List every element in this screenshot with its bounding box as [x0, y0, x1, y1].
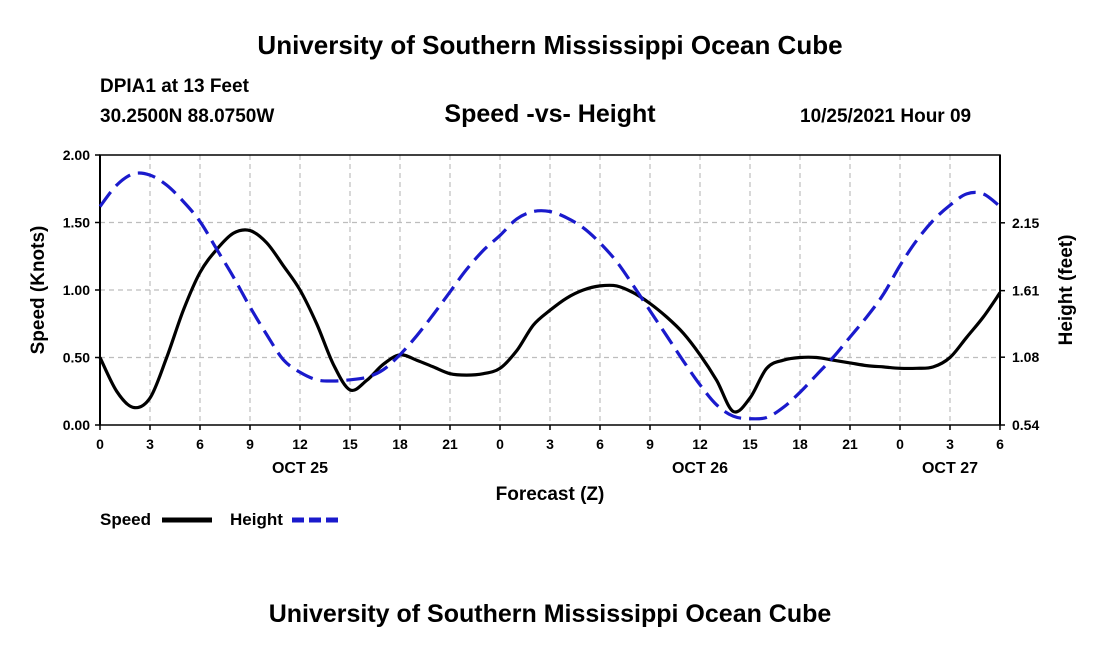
y-tick-label: 1.00	[63, 282, 90, 298]
plot-subtitle: Speed -vs- Height	[444, 100, 656, 128]
x-axis-label: Forecast (Z)	[496, 484, 605, 505]
x-tick-label: 18	[792, 436, 808, 452]
x-tick-label: 6	[596, 436, 604, 452]
y2-tick-label: 1.61	[1012, 283, 1039, 299]
x-tick-label: 6	[996, 436, 1004, 452]
timestamp-label: 10/25/2021 Hour 09	[800, 106, 972, 127]
y2-tick-label: 2.15	[1012, 215, 1039, 231]
speed-height-chart: 0 3 6 9 12 15 18 21 0 3 6 9 12 15 18 21 0 3 6 OCT 25 OCT 26 O…	[28, 147, 1077, 529]
x-tick-label: 12	[292, 436, 308, 452]
legend-height-label: Height	[230, 510, 283, 529]
series-group	[98, 171, 1002, 421]
chart-title: University of Southern Mississippi Ocean…	[257, 30, 843, 60]
x-tick-label: 0	[96, 436, 104, 452]
x-tick-label: 3	[946, 436, 954, 452]
y2-tick-label: 0.54	[1012, 417, 1039, 433]
x-tick-label: 15	[742, 436, 758, 452]
x-tick-label: 15	[342, 436, 358, 452]
x-tick-label: 12	[692, 436, 708, 452]
date-label: OCT 26	[672, 460, 728, 477]
x-tick-label: 0	[496, 436, 504, 452]
y-tick-label: 0.50	[63, 350, 90, 366]
y-tick-label: 2.00	[63, 147, 90, 163]
x-tick-label: 18	[392, 436, 408, 452]
x-tick-label: 9	[246, 436, 254, 452]
y-axis-label: Speed (Knots)	[28, 226, 49, 355]
x-tick-label: 0	[896, 436, 904, 452]
date-label: OCT 27	[922, 460, 978, 477]
x-tick-label: 3	[546, 436, 554, 452]
footer-title: University of Southern Mississippi Ocean…	[268, 600, 832, 628]
x-tick-label: 21	[842, 436, 858, 452]
y2-tick-label: 1.08	[1012, 349, 1039, 365]
x-tick-label: 9	[646, 436, 654, 452]
x-tick-label: 3	[146, 436, 154, 452]
legend-speed-label: Speed	[100, 510, 151, 529]
y-tick-label: 0.00	[63, 417, 90, 433]
station-label: DPIA1 at 13 Feet	[100, 76, 249, 97]
coordinates-label: 30.2500N 88.0750W	[100, 106, 275, 127]
series-line-speed	[98, 228, 1002, 414]
legend: Speed Height	[100, 510, 342, 529]
x-tick-label: 6	[196, 436, 204, 452]
series-line-height	[98, 171, 1002, 421]
date-label: OCT 25	[272, 460, 328, 477]
y-tick-label: 1.50	[63, 215, 90, 231]
axis-ticks: 0 3 6 9 12 15 18 21 0 3 6 9 12 15 18 21 0 3 6 OCT 25 OCT 26 O…	[63, 147, 1040, 477]
grid-lines	[100, 155, 1000, 425]
x-tick-label: 21	[442, 436, 458, 452]
y2-axis-label: Height (feet)	[1056, 235, 1077, 346]
